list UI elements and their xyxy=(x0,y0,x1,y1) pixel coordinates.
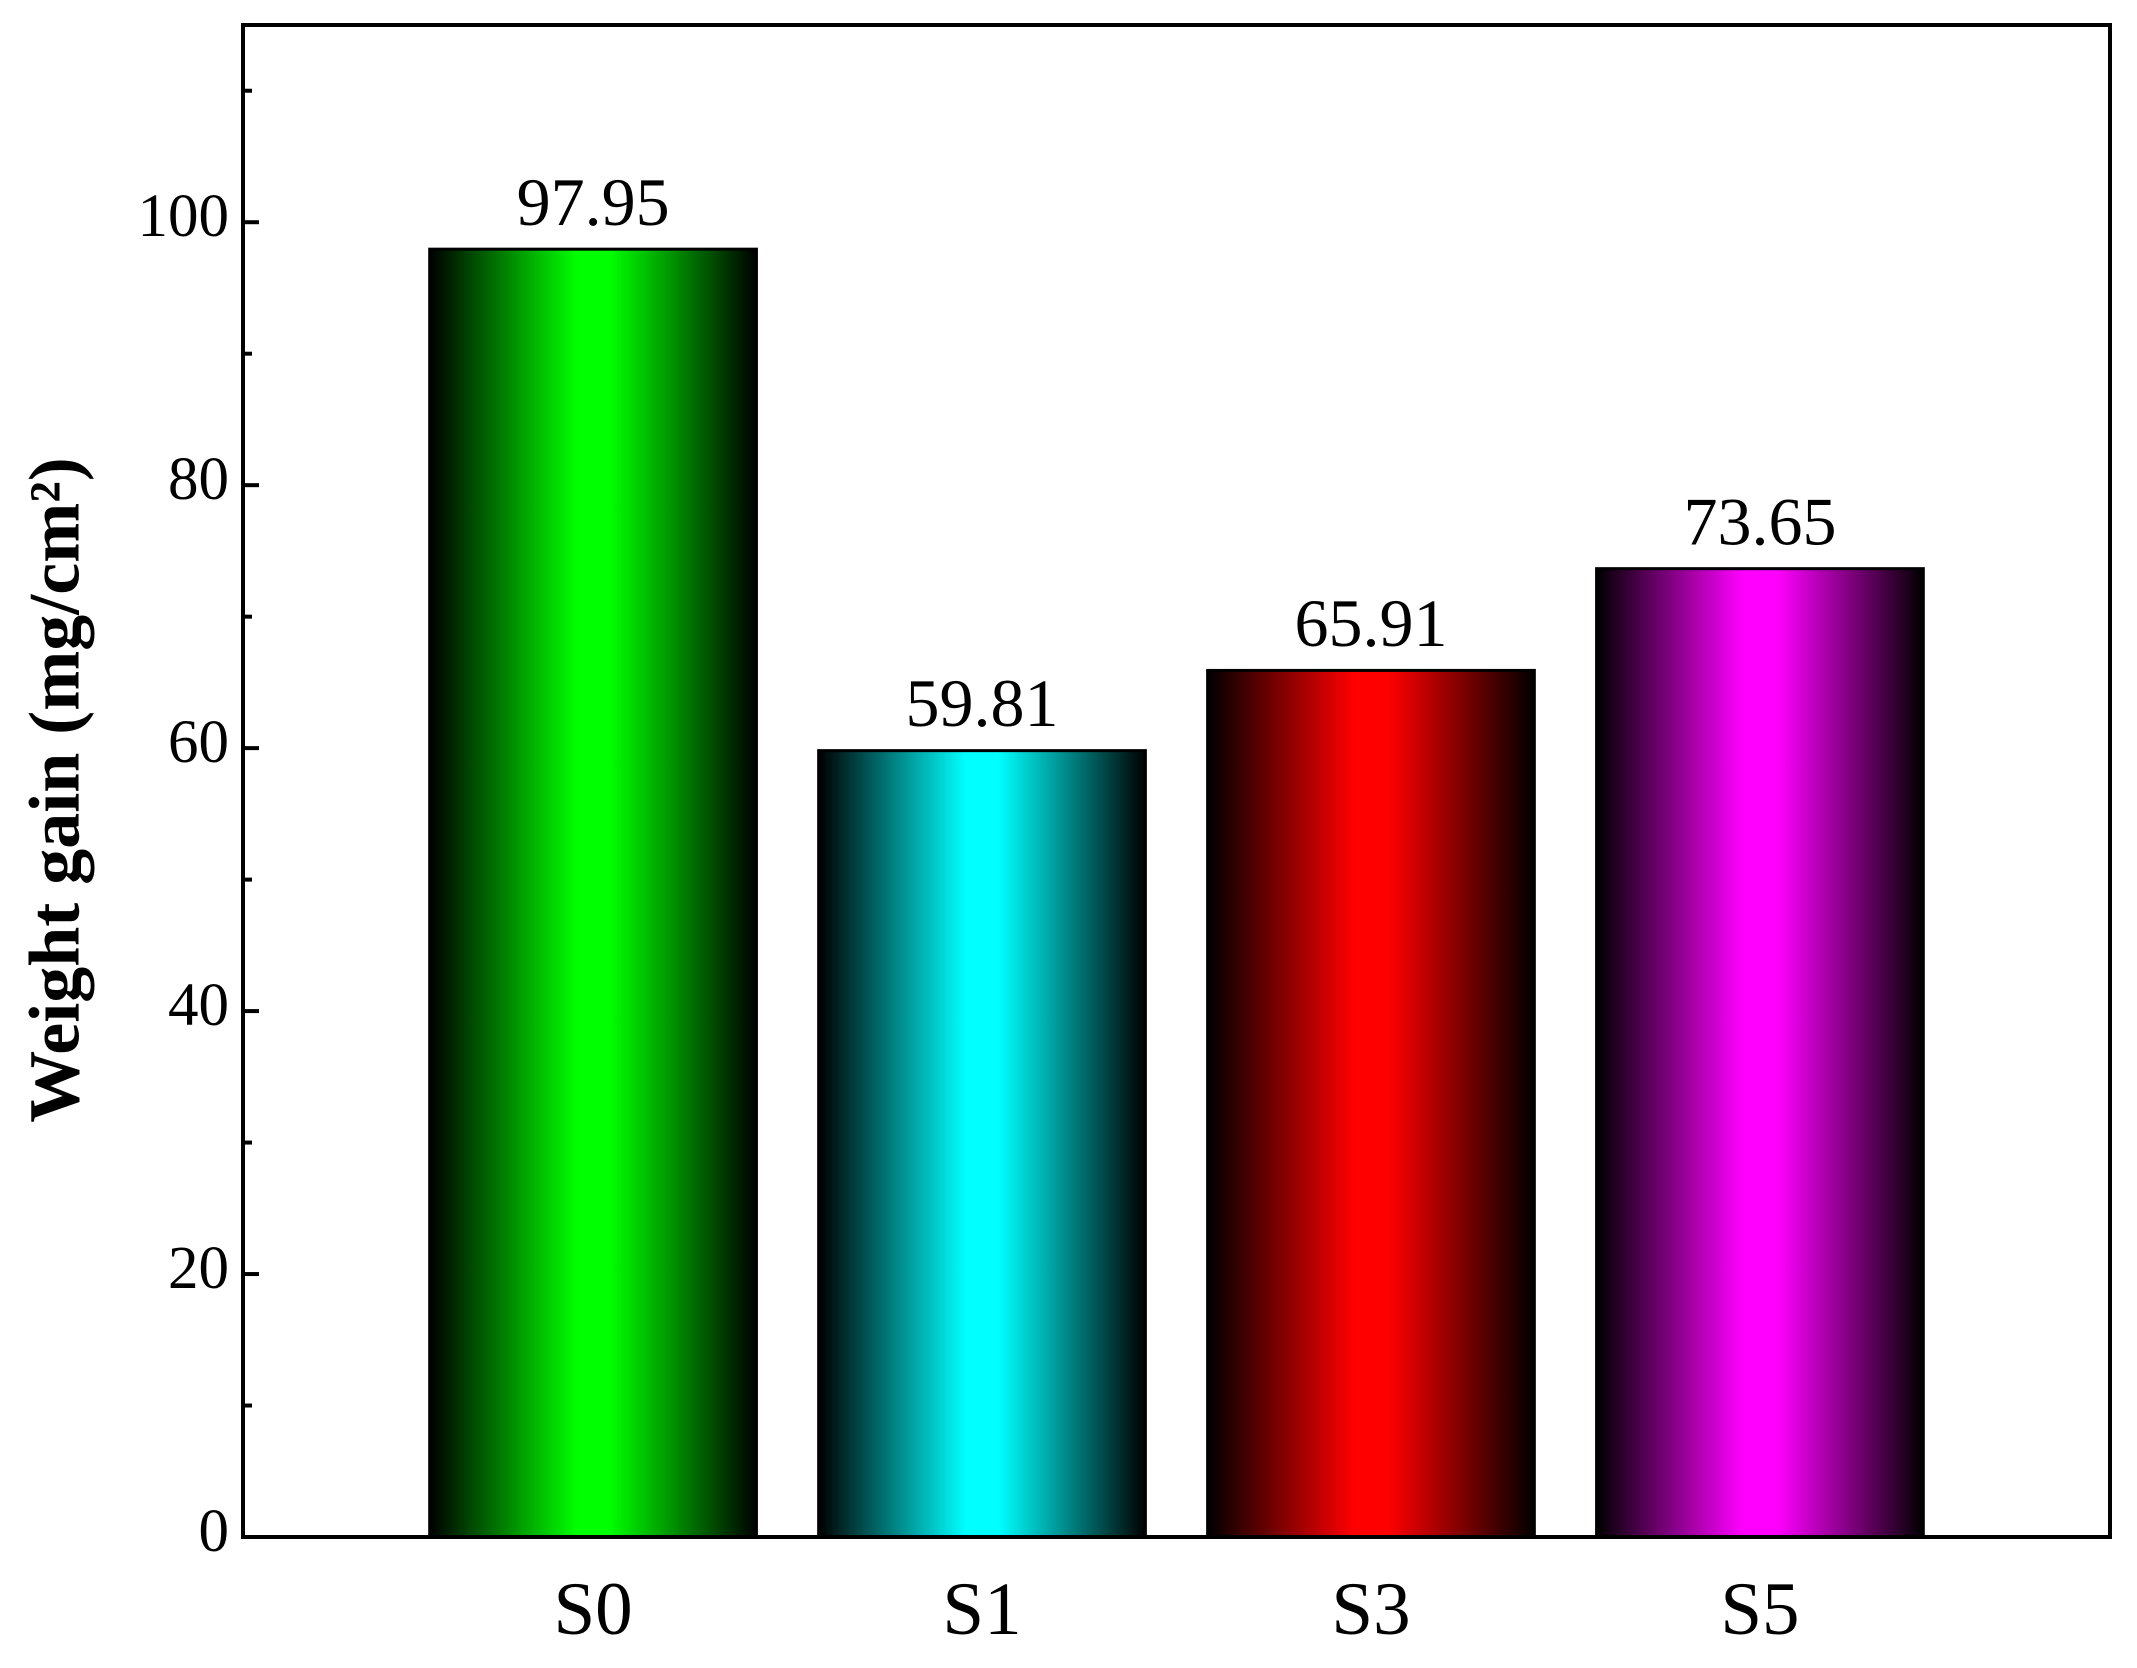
value-label: 65.91 xyxy=(1294,585,1447,661)
y-tick-label: 80 xyxy=(168,446,229,513)
y-tick-label: 100 xyxy=(138,183,230,250)
value-label: 59.81 xyxy=(906,665,1059,741)
x-tick-label: S0 xyxy=(553,1568,632,1651)
y-tick-label: 40 xyxy=(168,972,229,1039)
value-label: 73.65 xyxy=(1683,483,1836,559)
bar xyxy=(1595,567,1925,1539)
plot-frame xyxy=(241,23,2112,1539)
x-tick-label: S1 xyxy=(942,1568,1021,1651)
y-tick-label: 60 xyxy=(168,709,229,776)
y-tick-label: 0 xyxy=(199,1498,230,1565)
y-tick-label: 20 xyxy=(168,1235,229,1302)
bar xyxy=(1206,668,1536,1539)
y-axis-label: Weight gain (mg/cm²) xyxy=(15,457,95,1123)
bar xyxy=(817,749,1147,1539)
x-tick-label: S3 xyxy=(1331,1568,1410,1651)
bar xyxy=(428,247,758,1539)
value-label: 97.95 xyxy=(517,164,670,240)
x-tick-label: S5 xyxy=(1720,1568,1799,1651)
